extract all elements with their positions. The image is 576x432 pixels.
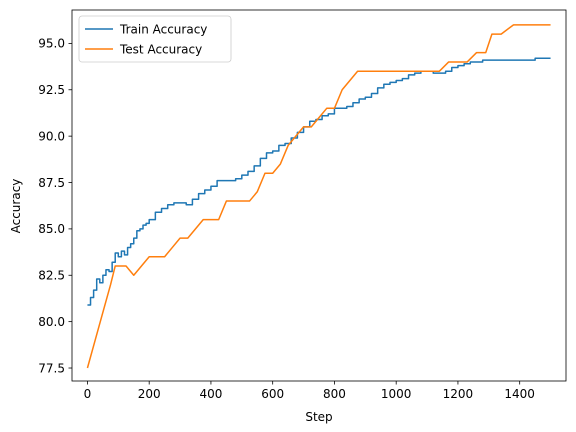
x-tick-label: 800 [323,387,346,401]
series-line-1 [87,57,551,306]
y-tick-label: 80.0 [38,315,65,329]
x-tick-label: 200 [138,387,161,401]
y-tick-label: 90.0 [38,129,65,143]
x-axis-label: Step [305,410,332,424]
x-tick-label: 0 [84,387,92,401]
y-tick-label: 82.5 [38,269,65,283]
y-tick-label: 92.5 [38,83,65,97]
y-axis-label: Accuracy [9,179,23,234]
legend-label-2: Test Accuracy [119,42,202,56]
x-tick-label: 600 [261,387,284,401]
legend-box [78,15,232,63]
y-tick-label: 87.5 [38,176,65,190]
legend: Train Accuracy Test Accuracy [78,15,232,63]
x-tick-label: 400 [199,387,222,401]
plot-frame [71,9,567,382]
y-tick-label: 77.5 [38,361,65,375]
y-tick-label: 95.0 [38,37,65,51]
plot-area [86,24,551,369]
x-tick-label: 1000 [381,387,412,401]
y-tick-label: 85.0 [38,222,65,236]
x-tick-label: 1200 [443,387,474,401]
series-line-2 [86,24,551,369]
x-tick-label: 1400 [504,387,535,401]
axes: 0 200 400 600 800 1000 1200 1400 77.5 80.0 82.5 85.… [38,9,567,401]
legend-label-1: Train Accuracy [119,22,207,36]
